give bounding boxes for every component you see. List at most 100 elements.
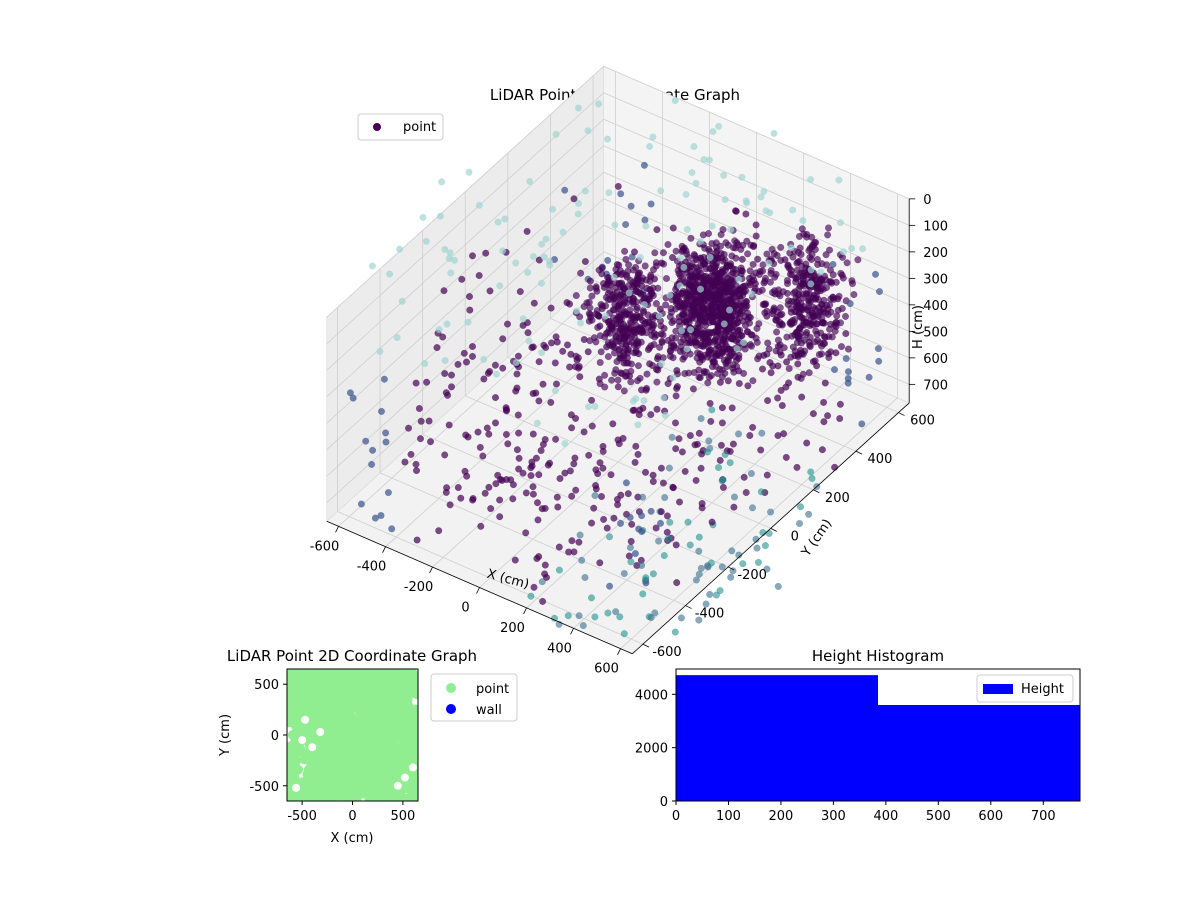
y-tick [727,566,735,571]
point-marker [642,574,650,582]
point-marker [570,460,578,468]
point-marker [683,345,691,353]
point-marker [458,275,466,283]
point-marker [482,249,490,257]
point-marker [594,311,602,319]
point-marker [820,418,828,426]
point-marker [639,404,647,412]
point-marker [491,419,500,427]
point-marker [588,519,596,527]
histogram-panel: Height Histogram 0 100 200 300 400 500 600 7000… [635,647,1081,824]
x-tick-label-3d: 200 [500,621,525,636]
point-marker [708,239,716,248]
point-marker [778,401,786,410]
point-marker [559,228,567,236]
point-marker [542,235,550,243]
point-marker-2d [322,677,333,688]
point-marker [627,537,635,545]
point-marker [643,370,651,378]
gap-2d [400,773,409,782]
point-marker [835,176,843,184]
point-marker [813,336,822,344]
point-marker [638,512,646,520]
point-marker [412,460,420,468]
x-tick-label-hist: 300 [821,809,846,824]
point-marker [533,554,541,563]
point-marker [707,559,715,567]
point-marker [413,536,421,544]
point-marker [576,313,584,321]
point-marker [766,359,774,367]
point-marker [692,179,700,187]
grid-z-left [326,145,604,397]
point-marker [774,582,782,590]
point-marker [748,504,757,512]
point-marker [750,242,758,250]
point-marker [597,348,605,356]
point-marker [730,493,739,501]
point-marker [457,494,465,502]
point-marker [664,336,672,345]
point-marker [617,311,625,319]
point-marker [668,254,677,262]
point-marker [415,404,423,413]
point-marker [823,261,831,269]
point-marker [663,512,671,520]
point-marker [714,288,722,297]
point-marker [641,320,649,328]
point-marker [577,319,585,327]
point-marker [672,392,680,400]
point-marker-2d [342,758,353,769]
point-marker [610,273,618,281]
point-marker-2d [378,769,389,780]
point-marker [475,271,483,280]
point-marker-2d [336,734,346,745]
point-marker [680,353,689,361]
point-marker [576,373,584,381]
point-marker [712,350,720,358]
point-marker [739,560,747,568]
point-marker-2d [385,728,396,739]
point-marker [667,304,675,313]
legend-histogram-label: Height [1021,682,1064,697]
x-tick-label-hist: 100 [716,809,741,824]
point-marker [708,518,716,526]
point-marker [654,284,662,292]
point-marker [829,294,837,302]
point-marker [730,503,738,511]
point-marker [524,268,532,276]
z-tick-label-3d: 300 [923,272,948,287]
point-marker [783,358,791,366]
point-marker [702,265,710,273]
point-marker [477,522,485,530]
point-marker [567,411,575,419]
point-marker [529,343,537,351]
point-marker [494,218,502,226]
point-marker [568,537,576,545]
point-marker [763,565,771,573]
point-marker-2d [299,754,310,765]
point-marker [735,379,743,388]
point-marker [446,249,454,257]
point-marker [775,321,783,329]
point-marker [717,231,725,239]
point-marker-2d [344,728,355,739]
point-marker [755,288,763,296]
point-marker-2d [340,669,351,679]
point-marker [640,161,648,169]
point-marker [696,237,705,246]
point-marker-2d [318,755,329,766]
point-marker [462,431,470,439]
point-marker [698,504,706,512]
x-tick-label-2d: 0 [348,809,356,824]
point-marker-2d [361,686,372,697]
point-marker [524,329,532,337]
point-marker [468,252,477,260]
point-marker [549,205,557,213]
point-marker [419,213,427,221]
point-marker-2d [373,757,384,768]
point-marker [629,294,638,303]
x-tick-label-3d: -600 [310,539,340,554]
point-marker [676,347,684,355]
